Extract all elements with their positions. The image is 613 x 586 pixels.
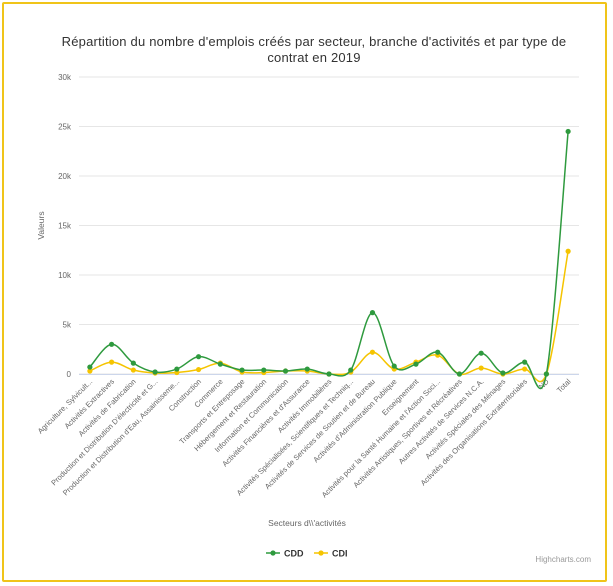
data-point-cdd xyxy=(304,366,310,372)
chart-title: Répartition du nombre d'emplois créés pa… xyxy=(61,34,567,65)
y-axis-title: Valeurs xyxy=(36,211,46,239)
data-point-cdi xyxy=(130,367,136,373)
y-tick-label: 0 xyxy=(67,370,72,379)
data-point-cdd xyxy=(195,354,202,360)
x-axis-title: Secteurs d\\'activités xyxy=(268,518,346,528)
data-point-cdd xyxy=(130,360,136,366)
data-point-cdd xyxy=(522,359,528,365)
data-point-cdd xyxy=(87,364,93,370)
data-point-cdd xyxy=(456,371,463,377)
data-point-cdd xyxy=(500,370,506,376)
y-tick-label: 30k xyxy=(58,73,72,82)
data-point-cdd xyxy=(261,367,267,373)
legend-label: CDD xyxy=(284,549,304,559)
series-line-cdd xyxy=(89,131,569,390)
data-point-cdd xyxy=(239,367,245,373)
data-point-cdd xyxy=(543,371,549,377)
series-line-cdi xyxy=(89,251,569,383)
data-point-cdd xyxy=(348,367,354,373)
legend-symbol-marker xyxy=(270,550,276,556)
y-tick-label: 25k xyxy=(58,123,72,132)
data-point-cdi xyxy=(522,366,528,372)
data-point-cdi xyxy=(109,359,115,365)
data-point-cdd xyxy=(109,341,115,347)
data-point-cdd xyxy=(565,128,571,135)
x-tick-label: Total xyxy=(555,377,573,395)
data-point-cdd xyxy=(152,369,158,375)
legend-label: CDI xyxy=(332,549,348,559)
legend-symbol-marker xyxy=(318,550,324,556)
legend-item-cdi[interactable]: CDI xyxy=(314,549,348,559)
data-point-cdd xyxy=(413,361,419,367)
data-point-cdd xyxy=(369,310,376,316)
data-point-cdi xyxy=(565,248,571,254)
data-point-cdi xyxy=(87,368,93,374)
data-point-cdd xyxy=(217,361,223,367)
data-point-cdd xyxy=(326,371,332,377)
y-tick-label: 20k xyxy=(58,172,72,181)
chart-container: Répartition du nombre d'emplois créés pa… xyxy=(2,2,607,582)
y-tick-label: 10k xyxy=(58,271,72,280)
data-point-cdi xyxy=(195,366,202,373)
credits-link[interactable]: Highcharts.com xyxy=(535,555,591,564)
data-point-cdi xyxy=(369,349,376,355)
data-point-cdd xyxy=(282,368,289,374)
data-point-cdd xyxy=(435,349,441,355)
y-tick-label: 15k xyxy=(58,222,72,231)
data-point-cdd xyxy=(174,366,180,372)
y-tick-label: 5k xyxy=(63,321,72,330)
data-point-cdd xyxy=(391,363,397,369)
data-point-cdi xyxy=(478,365,484,371)
data-point-cdd xyxy=(478,350,484,356)
legend-item-cdd[interactable]: CDD xyxy=(266,549,304,559)
